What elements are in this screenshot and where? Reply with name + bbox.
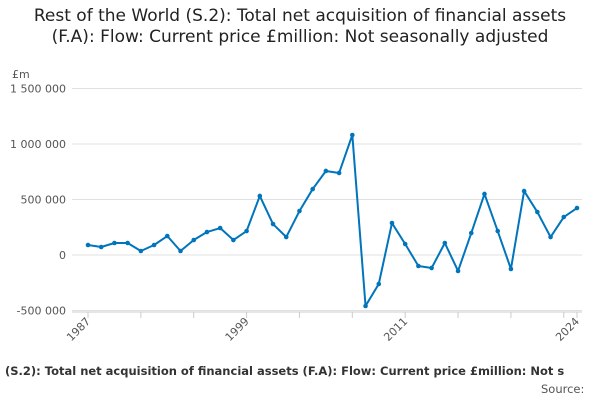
- data-point: [204, 229, 210, 235]
- data-point: [112, 240, 117, 246]
- y-tick-label: 500 000: [21, 194, 67, 207]
- data-point: [178, 248, 183, 254]
- x-tick-label: 2011: [381, 315, 410, 344]
- data-point: [442, 240, 448, 246]
- data-point: [244, 228, 249, 234]
- y-tick-label: -500 000: [17, 305, 66, 318]
- data-point: [85, 242, 91, 248]
- data-point: [561, 214, 567, 220]
- data-point: [270, 221, 276, 227]
- series-line: [87, 134, 578, 307]
- data-point: [402, 241, 408, 247]
- source-label: Source:: [541, 382, 585, 396]
- y-tick-label: 1 500 000: [10, 83, 66, 96]
- data-point: [336, 170, 342, 176]
- data-point: [98, 244, 104, 250]
- x-tick-label: 1987: [64, 315, 93, 344]
- x-tick-label: 2024: [553, 315, 582, 344]
- y-tick-label: 0: [59, 249, 66, 262]
- data-point: [468, 230, 474, 236]
- y-tick-label: 1 000 000: [10, 138, 66, 151]
- footer-title: (S.2): Total net acquisition of financia…: [5, 364, 565, 378]
- data-point: [191, 237, 197, 243]
- data-point: [376, 281, 382, 287]
- data-point: [495, 228, 501, 234]
- data-point: [574, 205, 580, 211]
- data-point: [217, 225, 223, 231]
- data-point: [363, 303, 368, 309]
- data-point: [310, 186, 315, 192]
- data-point: [416, 263, 421, 269]
- y-axis-label: £m: [12, 68, 30, 81]
- data-point: [164, 233, 170, 239]
- data-point: [535, 209, 540, 215]
- data-point: [508, 266, 514, 272]
- data-point: [125, 240, 130, 246]
- data-point: [257, 193, 263, 199]
- data-point: [429, 265, 434, 271]
- data-point: [482, 191, 487, 197]
- data-point: [455, 268, 461, 274]
- data-point: [138, 248, 144, 254]
- data-point: [283, 234, 289, 240]
- data-point: [389, 220, 395, 226]
- data-point: [521, 188, 527, 194]
- x-tick-label: 1999: [223, 315, 252, 344]
- data-point: [297, 208, 302, 214]
- data-point: [231, 237, 236, 243]
- data-point: [548, 234, 553, 240]
- chart-title: Rest of the World (S.2): Total net acqui…: [33, 6, 567, 47]
- data-point: [323, 168, 329, 174]
- data-point: [151, 242, 157, 248]
- data-point: [350, 132, 355, 138]
